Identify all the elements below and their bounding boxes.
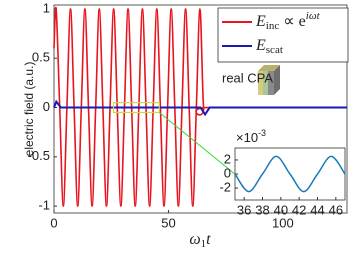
x-tick-label: 100 bbox=[272, 215, 294, 230]
legend-name: E bbox=[255, 13, 266, 30]
x-label-text: ω bbox=[189, 231, 200, 248]
legend-name: E bbox=[255, 37, 266, 54]
x-tick-label: 44 bbox=[310, 202, 324, 217]
line bbox=[53, 99, 347, 117]
zoom-connector bbox=[158, 112, 237, 176]
x-tick-label: 36 bbox=[237, 202, 251, 217]
x-axis-label: ω1t bbox=[189, 231, 211, 250]
y-axis-label: electric field (a.u.) bbox=[22, 62, 36, 157]
legend-suffix: ∝ e bbox=[279, 13, 306, 30]
x-tick-label: 38 bbox=[255, 202, 269, 217]
y-tick-label: 1 bbox=[43, 0, 50, 15]
legend-sub: scat bbox=[266, 44, 283, 56]
cpa-icon bbox=[258, 65, 280, 95]
y-tick-label: 0 bbox=[43, 99, 50, 114]
legend-label: Escat bbox=[255, 37, 283, 56]
x-tick-label: 50 bbox=[161, 215, 175, 230]
x-tick-label: 0 bbox=[50, 215, 57, 230]
y-tick-label: -0.5 bbox=[28, 148, 50, 163]
legend-sub: inc bbox=[266, 20, 280, 32]
x-label-text-end: t bbox=[206, 231, 211, 248]
y-tick-label: 0.5 bbox=[32, 50, 50, 65]
legend-sup: iωt bbox=[306, 10, 321, 22]
legend-label: Einc ∝ eiωt bbox=[255, 10, 321, 32]
y-tick-label: 0 bbox=[224, 165, 231, 180]
x-tick-label: 46 bbox=[329, 202, 343, 217]
y-tick-label: 2 bbox=[224, 151, 231, 166]
line bbox=[234, 155, 346, 193]
y-tick-label: -2 bbox=[219, 179, 231, 194]
zoom-box bbox=[112, 101, 160, 114]
main-plot: 0 50 100 -1 -0.5 0 0.5 1 bbox=[28, 0, 347, 230]
x-tick-label: 40 bbox=[274, 202, 288, 217]
y-tick-label: -1 bbox=[38, 198, 50, 213]
x-tick-label: 42 bbox=[292, 202, 306, 217]
inset: 36 38 40 42 44 46 -202 ×10-3 bbox=[219, 128, 346, 217]
inset-exponent: ×10-3 bbox=[236, 128, 266, 145]
exponent-base: ×10 bbox=[236, 130, 258, 145]
annotation: real CPA bbox=[222, 70, 273, 85]
exponent-power: -3 bbox=[258, 128, 266, 138]
x-label-sub: 1 bbox=[201, 238, 207, 250]
